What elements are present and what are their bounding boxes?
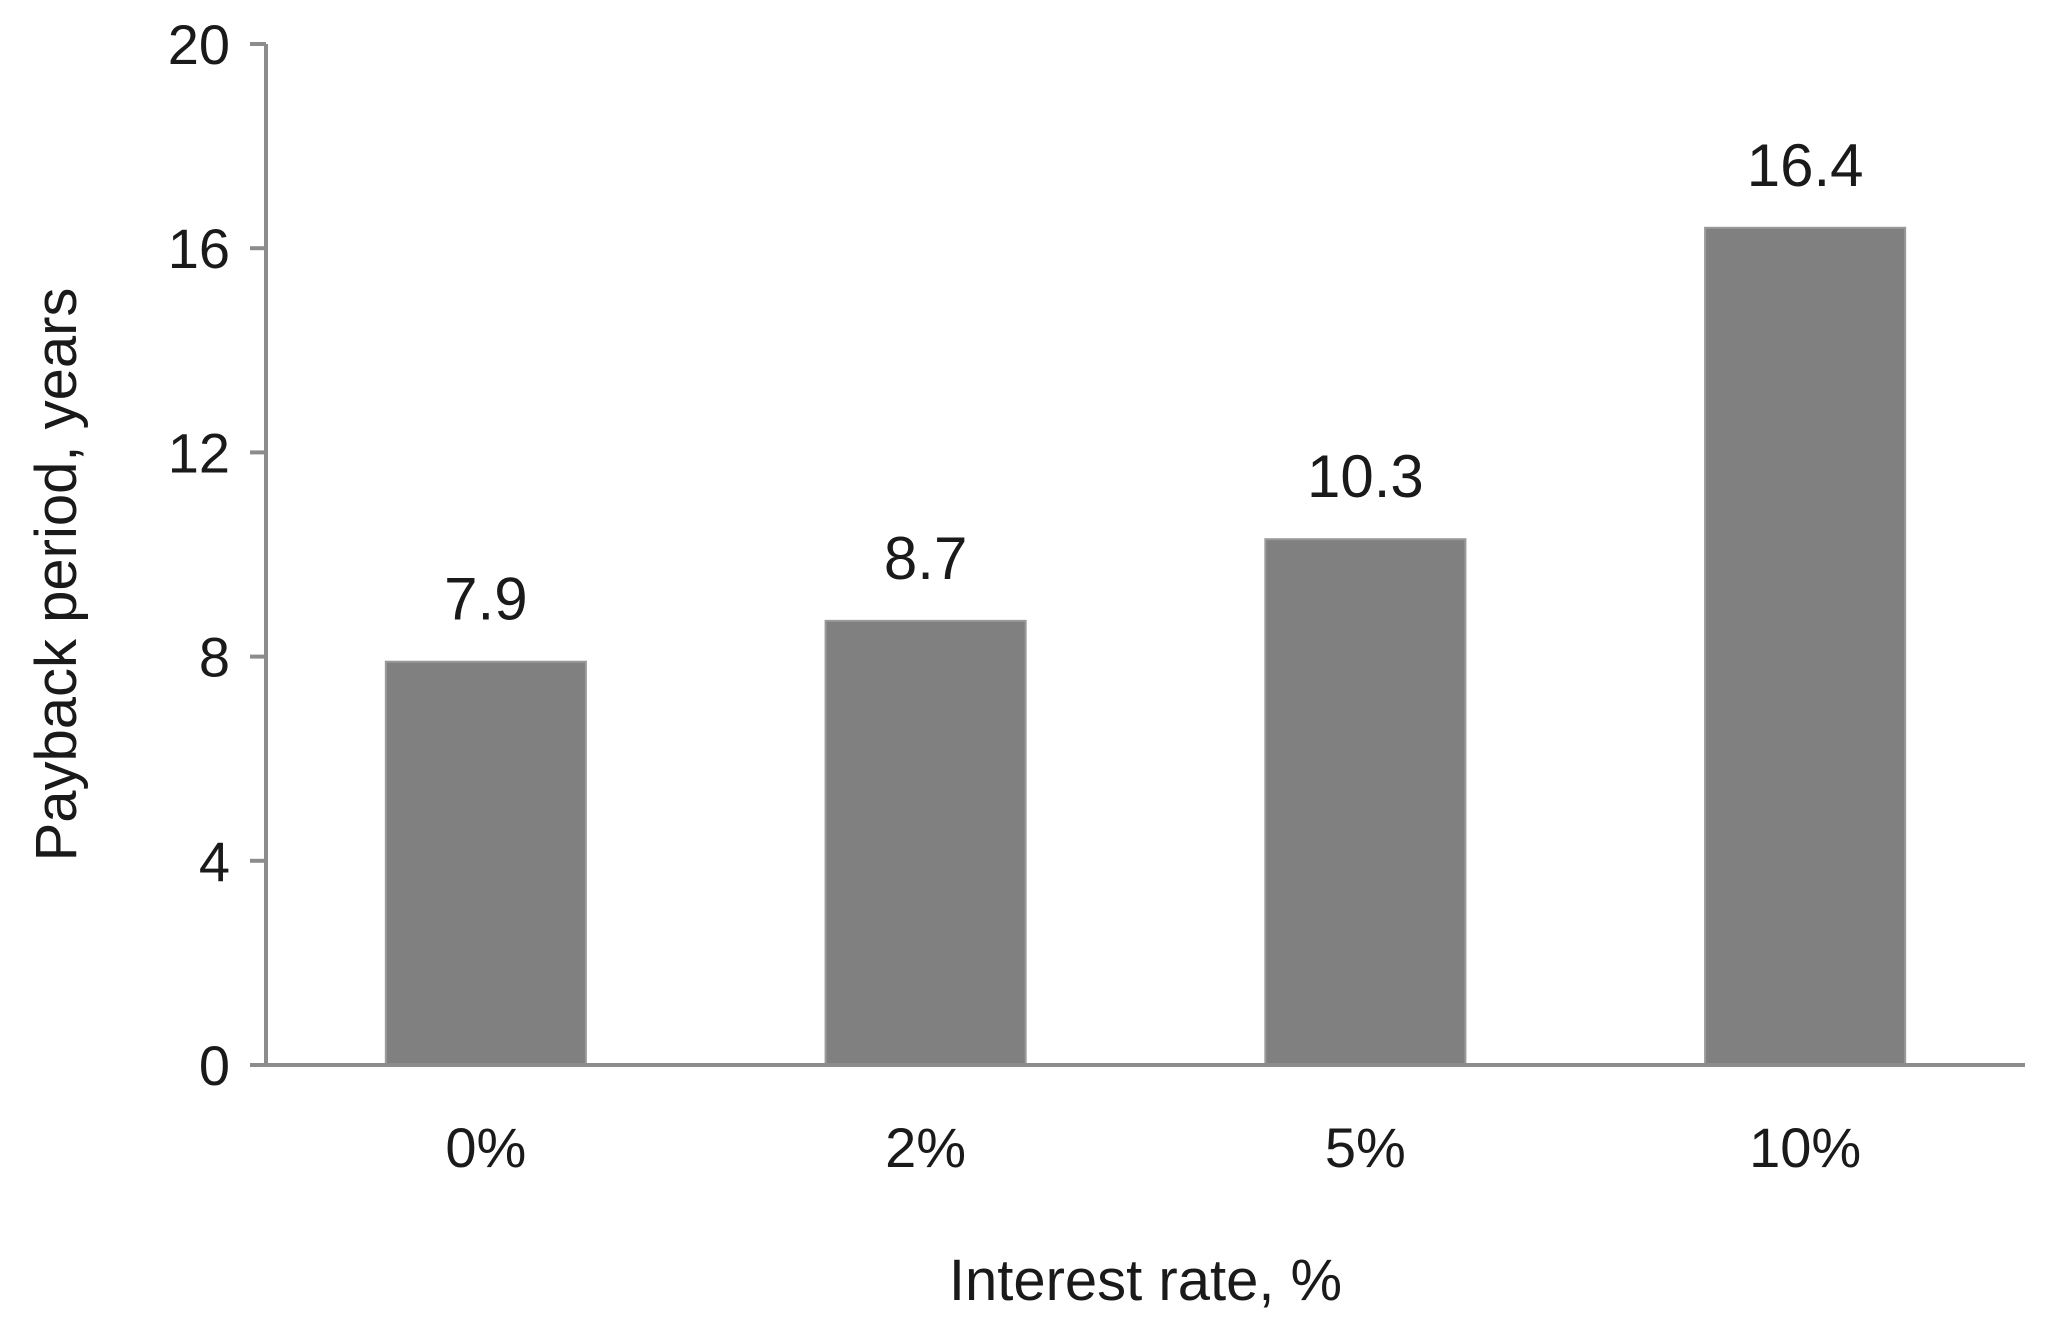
bars: [384, 226, 1907, 1067]
y-axis-ticks: 0 4 8 12 16 20: [168, 13, 266, 1097]
bar: [824, 619, 1027, 1066]
y-tick-label: 4: [199, 830, 230, 893]
y-tick-label: 20: [168, 13, 230, 76]
bar: [384, 660, 587, 1067]
bar: [1264, 538, 1467, 1066]
x-tick-label: 5%: [1325, 1116, 1406, 1179]
x-tick-label: 0%: [445, 1116, 526, 1179]
bar: [1704, 226, 1907, 1066]
x-tick-label: 2%: [885, 1116, 966, 1179]
bar-value-label: 10.3: [1307, 443, 1424, 510]
x-axis-ticks: 0% 2% 5% 10%: [445, 1116, 1861, 1179]
y-tick-label: 16: [168, 217, 230, 280]
x-axis-title: Interest rate, %: [949, 1248, 1342, 1313]
data-labels: 7.9 8.7 10.3 16.4: [444, 132, 1863, 633]
y-tick-label: 12: [168, 421, 230, 484]
x-tick-label: 10%: [1749, 1116, 1861, 1179]
bar-value-label: 8.7: [884, 525, 967, 592]
bar-value-label: 7.9: [444, 566, 527, 633]
y-axis-title: Payback period, years: [24, 288, 89, 862]
y-tick-label: 8: [199, 626, 230, 689]
y-tick-label: 0: [199, 1034, 230, 1097]
bar-value-label: 16.4: [1747, 132, 1864, 199]
